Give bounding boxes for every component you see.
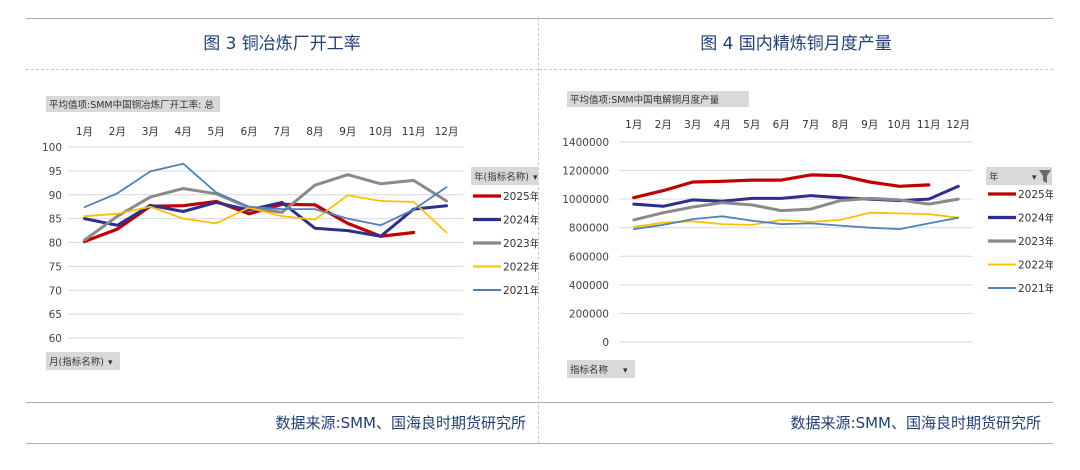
left-series-line-2022年 <box>83 194 448 234</box>
left-axis-field-button[interactable] <box>46 352 120 370</box>
right-legend-item-label: 2025年 <box>1018 188 1053 201</box>
left-x-tick-label: 4月 <box>175 126 192 138</box>
left-y-tick-label: 95 <box>49 166 62 178</box>
right-series-line-2022年 <box>632 211 960 228</box>
right-x-tick-label: 4月 <box>714 119 731 131</box>
left-x-tick-label: 1月 <box>76 126 93 138</box>
left-field-label: 平均值项:SMM中国铜冶炼厂开工率: 总 <box>49 99 214 111</box>
right-x-tick-label: 10月 <box>887 119 911 131</box>
right-chart-panel: 图 4 国内精炼铜月度产量 平均值项:SMM中国电解铜月度产量 0 200000 40… <box>539 18 1053 444</box>
left-y-tick-label: 70 <box>49 285 62 297</box>
right-legend-item-label: 2023年 <box>1018 235 1053 248</box>
left-x-tick-label: 6月 <box>240 126 257 138</box>
left-legend-item-label: 2024年 <box>503 214 538 227</box>
left-source-divider <box>26 402 538 403</box>
left-legend-item-label: 2022年 <box>503 261 538 274</box>
left-legend-item-label: 2023年 <box>503 237 538 250</box>
right-legend-item-label: 2021年 <box>1018 282 1053 295</box>
left-chart: 平均值项:SMM中国铜冶炼厂开工率: 总 60 65 70 75 80 85 90 95 100 1… <box>42 96 538 370</box>
right-x-tick-label: 7月 <box>802 119 819 131</box>
left-x-tick-label: 12月 <box>435 126 459 138</box>
left-x-tick-label: 8月 <box>306 126 323 138</box>
left-x-tick-label: 11月 <box>402 126 426 138</box>
right-field-label: 平均值项:SMM中国电解铜月度产量 <box>570 94 720 106</box>
right-y-tick-label: 1400000 <box>562 137 609 149</box>
right-filter-icon[interactable] <box>1039 170 1051 183</box>
left-x-tick-label: 5月 <box>208 126 225 138</box>
left-y-tick-label: 100 <box>42 142 62 154</box>
right-chart-title: 图 4 国内精炼铜月度产量 <box>539 19 1053 70</box>
left-x-tick-label: 3月 <box>142 126 159 138</box>
left-field-label-box <box>46 96 220 112</box>
right-x-tick-label: 3月 <box>684 119 701 131</box>
right-y-tick-label: 0 <box>602 337 609 349</box>
right-x-tick-label: 5月 <box>743 119 760 131</box>
left-axis-dropdown-icon[interactable]: ▾ <box>108 358 113 368</box>
right-axis-field-label[interactable]: 指标名称 <box>570 364 609 376</box>
right-x-tick-label: 9月 <box>861 119 878 131</box>
left-x-tick-label: 9月 <box>339 126 356 138</box>
left-legend-item-label: 2025年 <box>503 190 538 203</box>
left-y-tick-label: 85 <box>49 214 62 226</box>
right-x-tick-label: 12月 <box>946 119 970 131</box>
right-y-tick-label: 600000 <box>569 251 609 263</box>
left-y-tick-label: 75 <box>49 261 62 273</box>
right-y-tick-label: 1000000 <box>562 194 609 206</box>
right-x-tick-label: 2月 <box>655 119 672 131</box>
right-axis-field-button[interactable] <box>567 360 635 378</box>
left-source-text: 数据来源:SMM、国海良时期货研究所 <box>275 414 526 432</box>
left-x-tick-label: 10月 <box>369 126 393 138</box>
left-legend-dropdown-icon[interactable]: ▾ <box>533 173 538 183</box>
left-series-line-2021年 <box>83 162 448 227</box>
right-y-tick-label: 1200000 <box>562 166 609 178</box>
right-legend-filter-label[interactable]: 年 <box>989 171 999 183</box>
left-y-tick-label: 65 <box>49 309 62 321</box>
right-legend-filter-box[interactable] <box>986 167 1052 185</box>
right-axis-dropdown-icon[interactable]: ▾ <box>623 366 628 376</box>
right-source-divider <box>539 402 1053 403</box>
left-axis-field-label[interactable]: 月(指标名称) <box>49 356 104 368</box>
left-chart-title: 图 3 铜冶炼厂开工率 <box>26 19 538 70</box>
right-y-tick-label: 200000 <box>569 308 609 320</box>
right-x-tick-label: 6月 <box>773 119 790 131</box>
left-series-line-2025年 <box>82 199 416 244</box>
left-y-tick-label: 90 <box>49 190 62 202</box>
right-x-tick-label: 8月 <box>832 119 849 131</box>
left-chart-panel: 图 3 铜冶炼厂开工率 平均值项:SMM中国铜冶炼厂开工率: 总 60 65 70 75… <box>26 18 539 444</box>
right-legend-item-label: 2022年 <box>1018 259 1053 272</box>
left-x-tick-label: 2月 <box>109 126 126 138</box>
right-series-line-2024年 <box>632 184 960 208</box>
left-legend-filter-label[interactable]: 年(指标名称) <box>474 171 529 183</box>
right-y-tick-label: 800000 <box>569 223 609 235</box>
left-legend-item-label: 2021年 <box>503 284 538 297</box>
right-field-label-box <box>567 91 749 107</box>
right-chart: 平均值项:SMM中国电解铜月度产量 0 200000 400000 600000 8000… <box>562 91 1053 378</box>
right-series-line-2021年 <box>632 215 960 230</box>
right-legend-dropdown-icon[interactable]: ▾ <box>1032 173 1037 183</box>
left-y-tick-label: 80 <box>49 238 62 250</box>
right-series-line-2023年 <box>632 196 960 222</box>
left-x-tick-label: 7月 <box>273 126 290 138</box>
right-legend-item-label: 2024年 <box>1018 212 1053 225</box>
right-y-tick-label: 400000 <box>569 280 609 292</box>
right-series-line-2025年 <box>632 173 931 200</box>
left-y-tick-label: 60 <box>49 333 62 345</box>
right-source-text: 数据来源:SMM、国海良时期货研究所 <box>790 414 1041 432</box>
right-x-tick-label: 1月 <box>625 119 642 131</box>
left-series-line-2023年 <box>83 173 448 242</box>
right-x-tick-label: 11月 <box>917 119 941 131</box>
left-legend-filter-box[interactable] <box>471 167 538 185</box>
